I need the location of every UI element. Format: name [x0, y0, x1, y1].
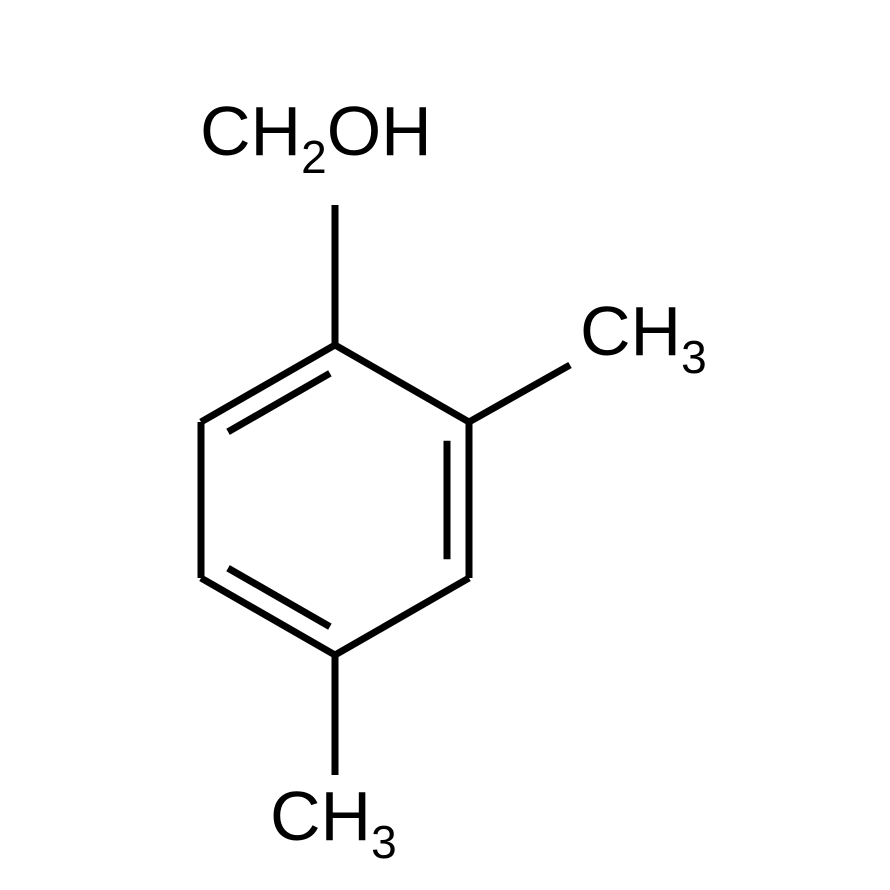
substituent-bond — [469, 365, 570, 422]
ring-double-bond — [228, 373, 330, 432]
substituent-label: CH3 — [580, 292, 707, 383]
substituent-label: CH3 — [270, 777, 397, 868]
ring-bond — [335, 345, 469, 422]
ring-double-bond — [228, 568, 330, 627]
ring-bond — [335, 578, 469, 655]
chemical-structure-diagram: CH2OH CH3 CH3 — [0, 0, 890, 890]
substituent-label: CH2OH — [200, 92, 432, 183]
